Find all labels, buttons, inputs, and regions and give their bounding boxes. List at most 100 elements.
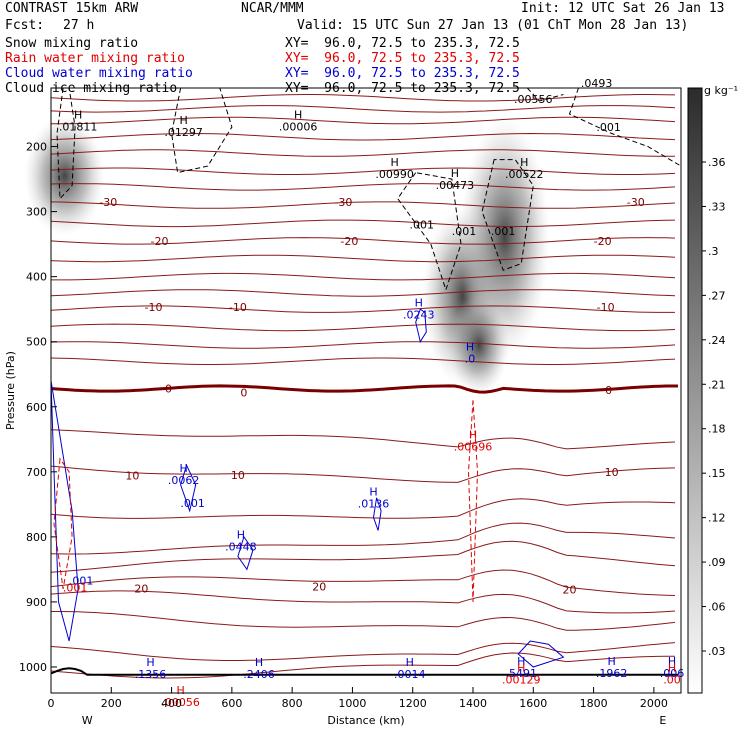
temperature-label: 20 [562,584,576,597]
temperature-label: -30 [99,196,117,209]
x-tick-label: 400 [161,697,182,710]
colorbar-unit: g kg⁻¹ [704,84,738,97]
cloud-water-contour [517,640,565,668]
snow-blob [24,115,105,236]
temperature-line [50,167,676,175]
cloud-water-maximum-value: .0136 [358,498,390,511]
temperature-line [50,540,676,573]
rain-maximum-h: H [668,661,676,674]
temperature-line [50,132,676,141]
temperature-line [50,94,676,102]
x-tick-label: 1200 [399,697,427,710]
cloud-water-maximum-h: H [608,655,616,668]
y-tick-label: 300 [26,206,47,219]
cloud-water-maximum-value: .006 [660,667,685,680]
ice-contour-label: .001 [491,225,516,238]
rain-maximum-value: .00696 [454,440,493,453]
ice-contour [397,172,462,292]
cloud-water-maximum-h: H [179,462,187,475]
colorbar: .03 .06 .09 .12 .15 .18 .21 .24 .27 .3 .33 .36 g kg⁻… [687,84,738,694]
temperature-line [50,569,676,596]
temperature-label: 10 [605,466,619,479]
colorbar-tick-label: .27 [708,289,726,302]
rain-maximum-h: H [176,684,184,697]
cloud-water-contour [372,497,382,531]
cloud-water-maximum-h: H [255,656,263,669]
temperature-line [50,149,675,157]
y-axis-label: Pressure (hPa) [4,351,17,430]
snow-contour-label: .00556 [514,93,553,106]
rain-label: .001 [63,582,88,595]
temperature-label: -10 [145,301,163,314]
header-valid: Valid: 15 UTC Sun 27 Jan 13 (01 ChT Mon … [297,18,689,33]
cloud-water-maximum-value: .1962 [596,667,628,680]
cloud-water-maximum-h: H [466,341,474,354]
ice-maximum-value: .00990 [375,168,414,181]
temperature-line [50,105,676,113]
ice-maximum-value: .00522 [505,168,544,181]
temperature-line [51,611,676,631]
cloud-water-maximum-h: H [369,486,377,499]
temperature-line [50,429,676,450]
snow-contour-label: .001 [596,121,621,134]
y-tick-label: 1000 [19,661,47,674]
temperature-line [50,357,676,365]
cloud-water-maximum-h: H [517,655,525,668]
temperature-labels: -30 -30 -30 -20 -20 -20 -10 -10 -10 0 0 0 10 10 10 20 20… [99,196,644,597]
colorbar-tick-label: .18 [708,423,726,436]
x-tick-label: 200 [101,697,122,710]
cloud-water-contour [237,535,254,571]
cloud-water-maximum-value: .0014 [394,668,426,681]
temperature-line [50,237,676,245]
cloud-water-maximum-h: H [146,656,154,669]
temperature-line [50,305,675,313]
temperature-label: -10 [597,301,615,314]
temperature-line [50,254,676,263]
colorbar-tick-label: .09 [708,556,726,569]
temperature-line [50,341,676,349]
temperature-label: 0 [240,386,247,399]
field-name-cloud-water: Cloud water mixing ratio [5,66,193,81]
y-tick-label: 800 [26,531,47,544]
temperature-label: 10 [231,469,245,482]
freezing-level-line [50,384,678,394]
colorbar-tick-label: .36 [708,156,726,169]
y-tick-label: 600 [26,401,47,414]
colorbar-tick-label: .15 [708,467,726,480]
field-name-snow: Snow mixing ratio [5,36,139,51]
header-model: CONTRAST 15km ARW [5,1,139,16]
colorbar-tick-label: .21 [708,378,726,391]
ice-contour [526,87,564,102]
snow-contour-label: .0493 [581,77,613,90]
colorbar-tick-label: .33 [708,200,726,213]
east-label: E [659,714,666,727]
temperature-line [50,289,676,297]
cloud-water-maximum-value: .1356 [135,668,167,681]
header-fcst-label: Fcst: [5,18,45,33]
ice-maximum-value: .00006 [279,120,318,133]
x-tick-label: 0 [48,697,55,710]
ice-maximum-h: H [179,114,187,127]
temperature-contours [50,94,678,679]
plot-frame [50,87,682,694]
cloud-water-label: .001 [69,574,94,587]
colorbar-bar [687,87,703,694]
x-tick-label: 1600 [519,697,547,710]
cloud-water-maximum-value: .0243 [403,308,435,321]
ice-maximum-h: H [294,108,302,121]
x-axis-label: Distance (km) [327,714,404,727]
west-label: W [82,714,93,727]
temperature-label: -30 [627,196,645,209]
cloud-water-maximum-value: .0062 [168,474,200,487]
ice-contour-label: .001 [452,225,477,238]
field-xy-rain: XY= 96.0, 72.5 to 235.3, 72.5 [285,51,520,66]
temperature-label: 0 [165,383,172,396]
x-tick-label: 800 [282,697,303,710]
colorbar-tick-label: .24 [708,334,726,347]
temperature-line [50,498,676,519]
header-org: NCAR/MMM [241,1,304,16]
temperature-label: -10 [229,301,247,314]
ice-maximum-h: H [390,156,398,169]
